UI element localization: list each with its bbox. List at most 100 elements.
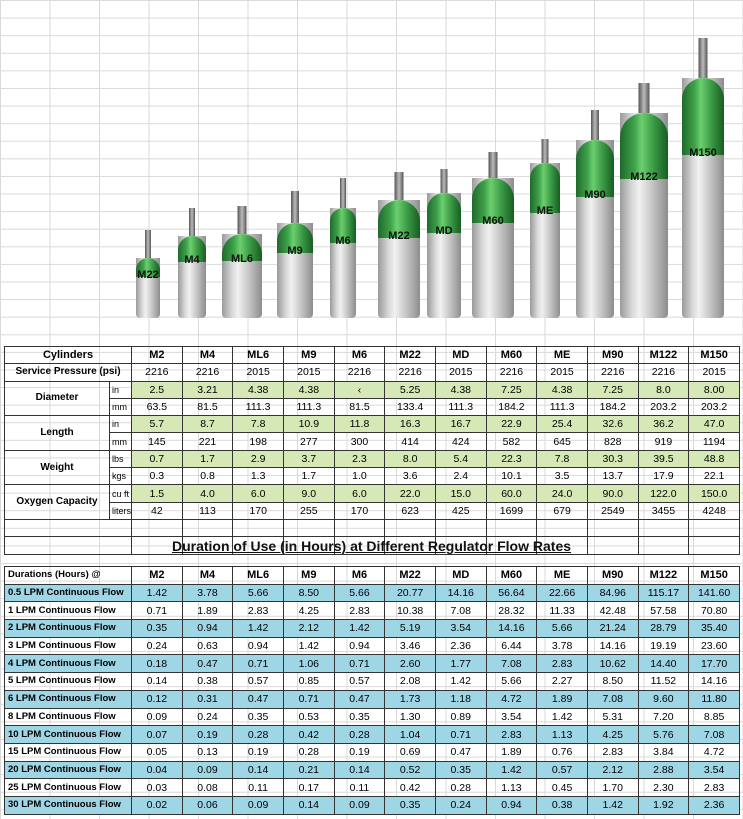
cylinder: M9 — [277, 191, 313, 318]
duration-cell: 3.78 — [181, 583, 234, 603]
duration-cell: 14.40 — [637, 654, 690, 674]
duration-cell: 2.83 — [688, 778, 740, 797]
oxygen-cell: 122.0 — [637, 484, 690, 503]
cylinder-valve — [638, 83, 650, 113]
weight-label: Weight — [4, 449, 110, 486]
duration-model-header: ML6 — [232, 566, 284, 585]
cylinder-shoulder — [222, 234, 262, 261]
oxygen-cell: 4248 — [688, 501, 740, 520]
duration-row: 1 LPM Continuous Flow 0.71 1.89 2.83 4.25 2.8… — [4, 601, 740, 621]
duration-model-header: ME — [536, 566, 588, 585]
duration-cell: 0.35 — [232, 707, 284, 727]
spec-empty-cell — [333, 518, 386, 538]
diameter-cell: 111.3 — [282, 397, 335, 417]
diameter-cell: 184.2 — [586, 397, 639, 417]
length-cell: 198 — [232, 432, 284, 451]
duration-cell: 7.08 — [434, 601, 487, 621]
duration-title: Duration of Use (in Hours) at Different … — [171, 538, 572, 554]
spec-empty-row — [3, 536, 740, 555]
duration-cell: 1.06 — [282, 654, 335, 674]
duration-cell: 1.42 — [586, 795, 639, 815]
duration-model-header: M4 — [181, 566, 234, 585]
weight-cell: 13.7 — [586, 467, 639, 486]
duration-cell: 5.19 — [384, 619, 436, 638]
duration-table-wrap: Durations (Hours) @ M2 M4 ML6 M9 M6 M22 MD M60 ME… — [4, 566, 740, 815]
weight-cell: 22.1 — [688, 467, 740, 486]
oxygen-cell: 679 — [536, 501, 588, 520]
duration-cell: 4.72 — [485, 689, 538, 709]
service-pressure-cell: 2216 — [181, 363, 234, 382]
length-cell: 8.7 — [181, 415, 234, 434]
length-unit-mm: mm — [108, 432, 133, 451]
duration-cell: 0.09 — [131, 707, 183, 727]
cylinder-shoulder — [620, 113, 668, 179]
duration-cell: 3.84 — [637, 742, 690, 762]
duration-row-label: 0.5 LPM Continuous Flow — [4, 583, 132, 603]
diameter-cell: 63.5 — [131, 397, 183, 417]
spec-model-header: M22 — [384, 345, 436, 365]
duration-cell: 5.66 — [333, 583, 386, 603]
oxygen-cell: 6.0 — [333, 484, 386, 503]
diameter-cell: 5.25 — [384, 380, 436, 399]
duration-model-header: M2 — [131, 566, 183, 585]
cylinder-valve — [698, 38, 708, 78]
duration-row-label: 30 LPM Continuous Flow — [4, 795, 132, 815]
duration-cell: 141.60 — [688, 583, 740, 603]
diameter-cell: 4.38 — [282, 380, 335, 399]
length-cell: 47.0 — [688, 415, 740, 434]
duration-row: 0.5 LPM Continuous Flow 1.42 3.78 5.66 8.50 5… — [4, 583, 740, 603]
duration-cell: 84.96 — [586, 583, 639, 603]
duration-cell: 0.38 — [181, 672, 234, 691]
length-cell: 36.2 — [637, 415, 690, 434]
duration-cell: 1.18 — [434, 689, 487, 709]
cylinder-valve — [237, 206, 247, 234]
duration-cell: 1.77 — [434, 654, 487, 674]
weight-cell: 10.1 — [485, 467, 538, 486]
oxygen-cell: 15.0 — [434, 484, 487, 503]
spec-model-header: M9 — [282, 345, 335, 365]
duration-row-label: 25 LPM Continuous Flow — [4, 778, 132, 797]
cylinder: M150 — [682, 38, 724, 318]
duration-model-header: M90 — [586, 566, 639, 585]
duration-cell: 10.62 — [586, 654, 639, 674]
duration-cell: 0.28 — [282, 742, 335, 762]
length-unit-in: in — [108, 415, 133, 434]
diameter-cell: 7.25 — [485, 380, 538, 399]
cylinder-shoulder — [136, 258, 160, 277]
spec-model-header: M90 — [586, 345, 639, 365]
duration-row: 4 LPM Continuous Flow 0.18 0.47 0.71 1.06 0.7… — [4, 654, 740, 674]
duration-row-label: 2 LPM Continuous Flow — [4, 619, 132, 638]
oxygen-unit-cuft: cu ft — [108, 484, 133, 503]
duration-cell: 0.76 — [536, 742, 588, 762]
duration-cell: 1.42 — [536, 707, 588, 727]
duration-row: 8 LPM Continuous Flow 0.09 0.24 0.35 0.53 0.3… — [4, 707, 740, 727]
diameter-cell: 111.3 — [536, 397, 588, 417]
duration-cell: 1.73 — [384, 689, 436, 709]
diameter-cell: 184.2 — [485, 397, 538, 417]
cylinder-shoulder — [427, 193, 461, 233]
duration-cell: 11.33 — [536, 601, 588, 621]
diameter-cell: 8.00 — [688, 380, 740, 399]
duration-cell: 0.02 — [131, 795, 183, 815]
duration-cell: 3.54 — [688, 760, 740, 780]
duration-cell: 23.60 — [688, 636, 740, 656]
duration-row-label: 5 LPM Continuous Flow — [4, 672, 132, 691]
cylinder-valve — [591, 110, 599, 140]
duration-cell: 0.19 — [232, 742, 284, 762]
duration-cell: 5.66 — [536, 619, 588, 638]
duration-cell: 0.71 — [232, 654, 284, 674]
length-label: Length — [4, 415, 110, 451]
diameter-cell: ‹ — [333, 380, 386, 399]
duration-cell: 0.85 — [282, 672, 335, 691]
spec-empty-cell — [434, 518, 487, 538]
duration-cell: 5.66 — [485, 672, 538, 691]
spec-model-header: M6 — [333, 345, 386, 365]
weight-cell: 22.3 — [485, 449, 538, 469]
cylinder-shoulder — [330, 208, 356, 243]
duration-cell: 1.92 — [637, 795, 690, 815]
length-cell: 828 — [586, 432, 639, 451]
duration-row: 15 LPM Continuous Flow 0.05 0.13 0.19 0.28 0.… — [4, 742, 740, 762]
duration-cell: 3.54 — [485, 707, 538, 727]
duration-row-label: 10 LPM Continuous Flow — [4, 725, 132, 744]
duration-cell: 11.80 — [688, 689, 740, 709]
